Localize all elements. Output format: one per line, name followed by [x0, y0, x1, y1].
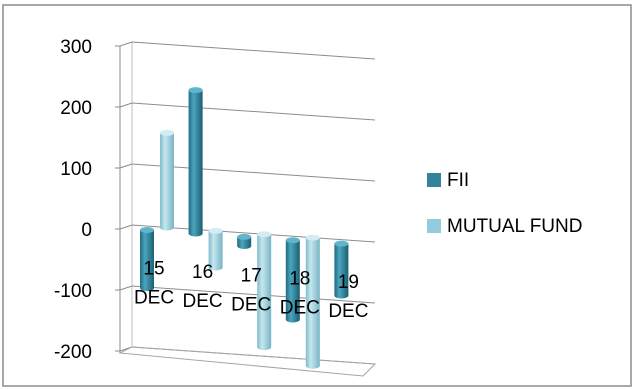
- bar: [305, 234, 320, 369]
- grid-line: [119, 41, 133, 47]
- y-tick-label: -100: [54, 281, 92, 302]
- y-tick-label: 200: [60, 98, 92, 119]
- bar: [257, 231, 272, 351]
- bar: [188, 87, 203, 237]
- x-tick-label: 18: [289, 269, 310, 290]
- x-tick-label: DEC: [280, 298, 320, 319]
- y-tick-label: 300: [60, 37, 92, 58]
- grid-line: [119, 102, 133, 108]
- x-tick-label: 15: [143, 259, 164, 280]
- y-tick-label: 100: [60, 159, 92, 180]
- bars: [140, 87, 349, 369]
- x-tick-label: DEC: [328, 301, 368, 322]
- bar: [160, 129, 174, 231]
- x-tick-label: DEC: [183, 291, 223, 312]
- legend: FII MUTUAL FUND: [427, 170, 582, 237]
- x-axis: 15 DEC 16 DEC 17 DEC 18 DEC 19 DEC: [134, 259, 369, 323]
- legend-swatch-fii: [427, 173, 441, 187]
- plot-floor: [118, 346, 377, 377]
- x-tick-label: 19: [338, 272, 359, 293]
- bar: [285, 237, 300, 323]
- legend-swatch-mutual-fund: [427, 219, 441, 233]
- grid-line: [131, 102, 376, 121]
- grid-line: [119, 285, 133, 291]
- grid-line: [131, 285, 376, 304]
- x-tick-label: DEC: [231, 294, 271, 315]
- legend-label-mutual-fund: MUTUAL FUND: [447, 216, 582, 237]
- y-tick-label: 0: [81, 220, 92, 241]
- bar: [237, 233, 252, 250]
- x-tick-label: 16: [192, 262, 213, 283]
- bar: [140, 227, 154, 291]
- bar: [208, 227, 223, 271]
- y-axis: 300 200 100 0 -100 -200: [54, 37, 92, 363]
- x-tick-label: 17: [241, 265, 262, 286]
- y-tick-label: -200: [54, 342, 92, 363]
- grid-line: [119, 163, 133, 169]
- bar: [334, 240, 349, 299]
- grid-line: [131, 41, 376, 60]
- grid-line: [119, 224, 133, 230]
- legend-label-fii: FII: [447, 170, 469, 191]
- x-tick-label: DEC: [134, 288, 174, 309]
